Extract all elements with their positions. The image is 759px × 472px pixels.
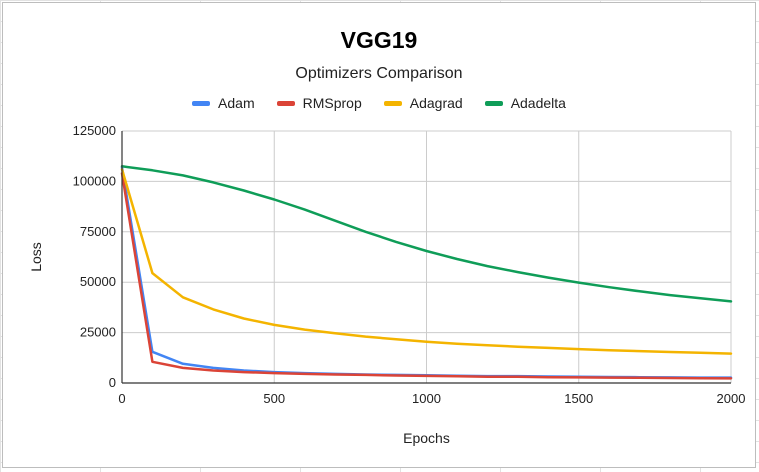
x-axis-title: Epochs xyxy=(403,430,450,446)
y-tick-label-0: 0 xyxy=(109,375,116,390)
tick-labels: 0 25000 50000 75000 100000 125000 0 500 1000 1500… xyxy=(73,123,746,406)
legend-swatch-adam xyxy=(192,100,211,106)
series-line-adagrad xyxy=(120,168,733,355)
x-tick-label-2000: 2000 xyxy=(717,391,746,406)
legend-label-rmsprop: RMSprop xyxy=(302,95,362,111)
y-tick-label-75000: 75000 xyxy=(80,224,116,239)
x-tick-label-1000: 1000 xyxy=(412,391,441,406)
legend-item-adadelta[interactable]: Adadelta xyxy=(484,95,566,111)
legend-item-rmsprop[interactable]: RMSprop xyxy=(276,95,362,111)
y-tick-label-50000: 50000 xyxy=(80,274,116,289)
line-chart-plot: 0 25000 50000 75000 100000 125000 0 500 1000 1500… xyxy=(28,123,746,446)
legend-label-adam: Adam xyxy=(218,95,255,111)
legend-swatch-adadelta xyxy=(484,100,503,106)
legend-item-adam[interactable]: Adam xyxy=(192,95,255,111)
y-tick-label-100000: 100000 xyxy=(73,173,116,188)
y-tick-label-25000: 25000 xyxy=(80,325,116,340)
legend-item-adagrad[interactable]: Adagrad xyxy=(383,95,463,111)
chart-subtitle: Optimizers Comparison xyxy=(295,65,463,82)
x-tick-label-500: 500 xyxy=(263,391,285,406)
legend-label-adadelta: Adadelta xyxy=(510,95,566,111)
y-tick-label-125000: 125000 xyxy=(73,123,116,138)
chart-title: VGG19 xyxy=(340,27,418,53)
series-line-adadelta xyxy=(120,165,733,303)
legend-label-adagrad: Adagrad xyxy=(409,95,463,111)
x-tick-label-1500: 1500 xyxy=(564,391,593,406)
x-tick-label-0: 0 xyxy=(118,391,125,406)
legend-swatch-adagrad xyxy=(383,100,402,106)
series-line-rmsprop xyxy=(120,172,733,380)
grid-lines xyxy=(122,130,732,383)
series-lines xyxy=(120,165,733,380)
legend-swatch-rmsprop xyxy=(276,100,295,106)
chart-legend: Adam RMSprop Adagrad Adadelta xyxy=(3,95,755,111)
y-axis-title: Loss xyxy=(28,242,44,272)
axes xyxy=(121,131,731,384)
